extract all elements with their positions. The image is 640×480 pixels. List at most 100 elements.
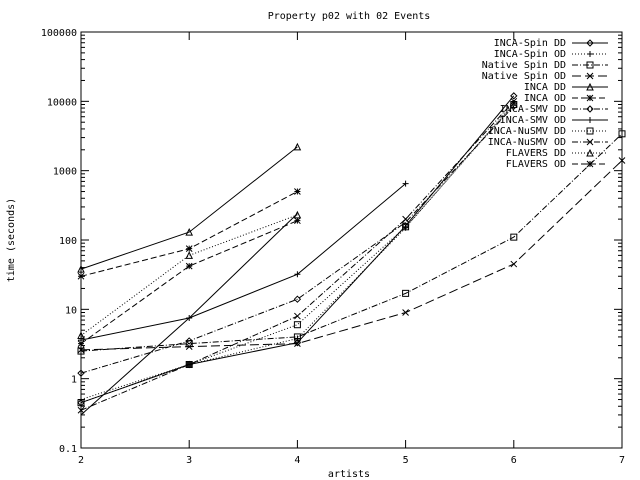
data-point — [77, 347, 85, 355]
data-point — [185, 361, 193, 368]
legend-label: FLAVERS OD — [506, 159, 566, 170]
data-point — [510, 92, 518, 100]
series-8 — [77, 101, 518, 407]
legend-label: INCA-SMV DD — [500, 104, 566, 115]
series-line — [80, 146, 298, 270]
x-axis-label: artists — [328, 469, 370, 480]
legend-label: INCA-SMV OD — [500, 115, 566, 126]
data-point — [586, 138, 594, 146]
data-point — [293, 142, 302, 151]
data-point — [510, 260, 518, 268]
data-point — [77, 406, 85, 414]
data-point — [402, 289, 410, 297]
series-12 — [80, 213, 298, 416]
data-point — [510, 102, 518, 110]
data-point — [185, 343, 193, 350]
data-point — [586, 127, 594, 135]
data-point — [77, 399, 85, 407]
data-point — [586, 105, 594, 113]
series-line — [80, 100, 515, 411]
legend-label: FLAVERS DD — [506, 148, 566, 159]
data-point — [294, 188, 301, 195]
series-3 — [77, 157, 626, 354]
data-point — [402, 215, 409, 223]
legend-label: INCA-Spin OD — [494, 49, 566, 60]
data-point — [293, 295, 302, 303]
series-7 — [78, 180, 409, 344]
legend-label: INCA OD — [524, 93, 566, 104]
series-layer — [77, 92, 626, 416]
series-4 — [77, 142, 302, 273]
data-point — [586, 61, 594, 69]
data-point — [293, 333, 301, 341]
data-point — [587, 51, 593, 57]
chart-title: Property p02 with 02 Events — [268, 11, 431, 22]
x-tick-label: 3 — [186, 455, 192, 466]
data-point — [294, 340, 301, 347]
data-point — [185, 361, 193, 369]
legend-label: Native Spin DD — [482, 60, 566, 71]
data-point — [586, 39, 594, 47]
data-point — [510, 233, 518, 241]
data-point — [77, 369, 85, 377]
series-9 — [77, 97, 518, 414]
y-tick-label: 10 — [65, 305, 77, 316]
x-tick-label: 5 — [403, 455, 409, 466]
series-line — [80, 105, 515, 374]
data-point — [586, 94, 594, 102]
x-tick-label: 6 — [511, 455, 517, 466]
data-point — [293, 210, 302, 219]
data-point — [586, 160, 594, 168]
series-line — [80, 95, 515, 404]
x-tick-label: 4 — [294, 455, 300, 466]
series-11 — [77, 217, 301, 347]
legend-label: INCA-NuSMV OD — [488, 137, 566, 148]
series-line — [80, 160, 623, 351]
data-point — [294, 312, 301, 320]
data-point — [77, 331, 85, 339]
data-point — [510, 97, 518, 105]
data-point — [402, 223, 410, 231]
data-point — [402, 180, 409, 187]
data-point — [185, 251, 194, 259]
x-axis: 2 3 4 5 6 7 — [78, 32, 625, 466]
data-point — [77, 340, 85, 347]
data-point — [77, 272, 85, 280]
data-point — [586, 148, 594, 157]
data-point — [77, 346, 85, 354]
y-tick-label: 1 — [71, 375, 77, 386]
y-tick-label: 100 — [59, 236, 77, 247]
data-point — [77, 265, 85, 273]
y-tick-label: 10000 — [47, 97, 77, 108]
data-point — [618, 130, 626, 138]
data-point — [586, 82, 594, 91]
legend-label: Native Spin OD — [482, 71, 566, 82]
data-point — [293, 321, 301, 329]
series-line — [80, 104, 515, 404]
series-line — [80, 133, 623, 352]
y-tick-label: 0.1 — [59, 444, 77, 455]
data-point — [586, 72, 594, 80]
x-tick-label: 7 — [619, 455, 625, 466]
data-point — [587, 117, 593, 123]
legend-label: INCA DD — [524, 82, 566, 93]
series-line — [80, 220, 298, 345]
data-point — [185, 337, 193, 345]
series-5 — [77, 188, 301, 280]
data-point — [185, 227, 194, 236]
x-tick-label: 2 — [78, 455, 84, 466]
data-point — [294, 217, 301, 225]
legend-label: INCA-Spin DD — [494, 38, 566, 49]
series-line — [80, 213, 298, 416]
data-point — [618, 157, 626, 164]
y-axis-label: time (seconds) — [6, 198, 17, 282]
data-point — [402, 309, 409, 316]
y-axis: 0.1 1 10 100 1000 10000 100000 — [41, 28, 622, 455]
y-tick-label: 100000 — [41, 28, 77, 39]
data-point — [185, 245, 193, 253]
y-tick-label: 1000 — [53, 167, 77, 178]
legend-label: INCA-NuSMV DD — [488, 126, 566, 137]
series-line — [80, 183, 406, 341]
